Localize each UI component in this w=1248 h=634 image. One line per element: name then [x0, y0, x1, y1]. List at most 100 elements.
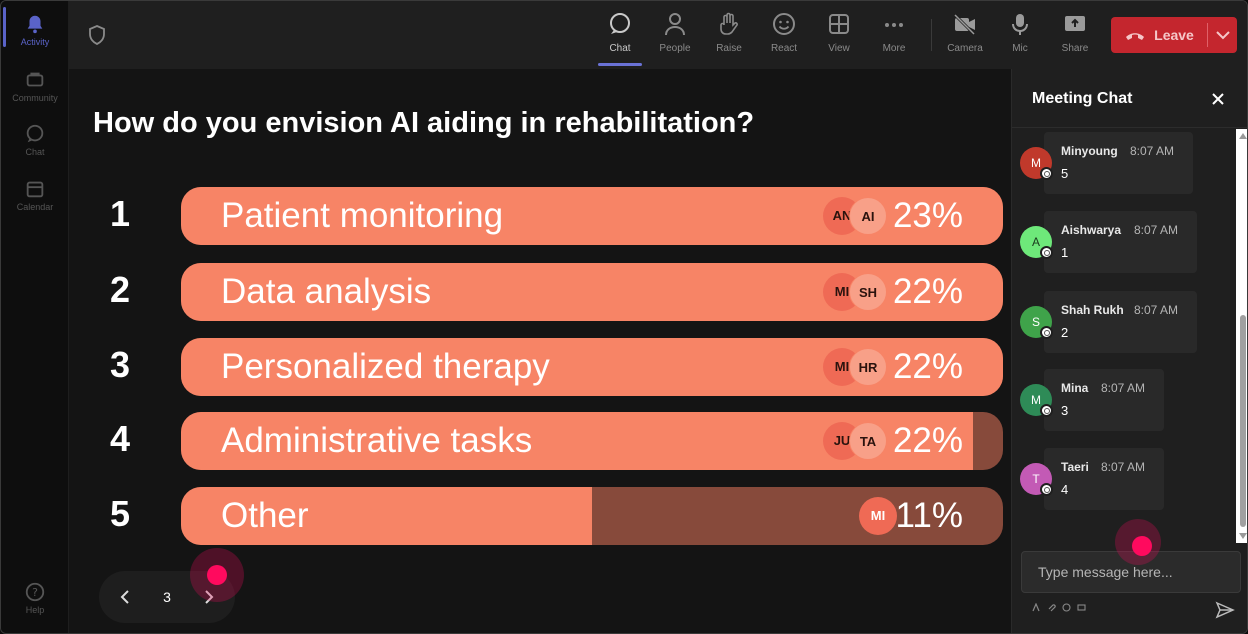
toolbar-camera-button[interactable]: Camera	[938, 11, 992, 54]
message-bubble: Shah Rukh 8:07 AM 2	[1044, 291, 1197, 353]
toolbar-react-button[interactable]: React	[757, 11, 811, 54]
rail-label: Activity	[20, 37, 50, 47]
leave-label: Leave	[1154, 27, 1194, 43]
gif-icon[interactable]	[1077, 603, 1086, 612]
message-text: 2	[1061, 325, 1069, 340]
option-number: 5	[109, 493, 131, 534]
presence-status-icon	[1040, 404, 1053, 417]
message-text: 4	[1061, 482, 1069, 497]
option-number: 3	[109, 344, 131, 385]
option-label: Personalized therapy	[221, 347, 550, 386]
avatar-initial: M	[1031, 156, 1041, 170]
toolbar-view-button[interactable]: View	[812, 11, 866, 54]
camera-off-icon	[953, 13, 976, 36]
presence-status-icon	[1040, 167, 1053, 180]
format-icon[interactable]	[1032, 603, 1041, 612]
chevron-right-icon[interactable]	[199, 587, 219, 607]
avatar[interactable]: M	[1020, 384, 1053, 417]
message-input[interactable]	[1022, 552, 1240, 592]
mic-icon	[1012, 14, 1028, 35]
sender-name: Taeri	[1061, 460, 1089, 474]
rail-label: Help	[25, 605, 45, 615]
close-icon[interactable]	[1208, 89, 1228, 109]
toolbar-share-button[interactable]: Share	[1048, 11, 1102, 54]
message-time: 8:07 AM	[1101, 460, 1146, 474]
avatar-initial: M	[1031, 393, 1041, 407]
voter-avatar: MI	[859, 497, 897, 535]
chat-messages[interactable]: Minyoung 8:07 AM 5 M Aishwarya 8:07 AM 1 A Shah …	[1012, 128, 1236, 543]
toolbar-divider	[931, 19, 932, 51]
poll-option-bar[interactable]: Data analysis 22% MI SH	[181, 263, 1003, 321]
sender-name: Shah Rukh	[1061, 303, 1124, 317]
rail-item-help[interactable]: ? Help	[1, 575, 69, 625]
message-time: 8:07 AM	[1134, 223, 1179, 237]
cursor-highlight	[190, 548, 244, 602]
chat-title: Meeting Chat	[1032, 90, 1133, 107]
chat-icon	[26, 124, 44, 143]
chevron-down-icon[interactable]	[1209, 17, 1237, 53]
meeting-chat-panel: Meeting Chat Minyoung 8:07 AM 5 M Aishwarya 8…	[1011, 69, 1247, 633]
toolbar-chat-button[interactable]: Chat	[593, 11, 647, 54]
option-percent: 11%	[895, 496, 963, 535]
presence-status-icon	[1040, 246, 1053, 259]
scroll-down-arrow[interactable]	[1239, 533, 1247, 539]
chat-message[interactable]: Minyoung 8:07 AM 5 M	[1012, 132, 1236, 196]
community-icon	[26, 72, 44, 87]
poll-option-bar[interactable]: Other 11% MI	[181, 487, 1003, 545]
rail-label: Chat	[25, 147, 45, 157]
toolbar-raise-button[interactable]: Raise	[702, 11, 756, 54]
help-icon: ?	[25, 582, 45, 602]
poll-option-bar[interactable]: Personalized therapy 22% MI HR	[181, 338, 1003, 396]
scroll-up-arrow[interactable]	[1239, 133, 1247, 139]
toolbar-more-button[interactable]: More	[867, 11, 921, 54]
message-text: 3	[1061, 403, 1069, 418]
avatar-initial: S	[1031, 315, 1040, 329]
bar-fill	[181, 487, 592, 545]
message-text: 5	[1061, 166, 1069, 181]
chat-message[interactable]: Aishwarya 8:07 AM 1 A	[1012, 211, 1236, 275]
rail-item-activity[interactable]: Activity	[1, 7, 69, 57]
format-toolbar	[1032, 603, 1086, 617]
voter-avatar: SH	[849, 273, 887, 311]
sender-name: Mina	[1061, 381, 1089, 395]
rail-active-indicator	[3, 7, 6, 47]
message-bubble: Minyoung 8:07 AM 5	[1044, 132, 1193, 194]
toolbar-label: Mic	[1012, 43, 1028, 54]
toolbar-mic-button[interactable]: Mic	[993, 11, 1047, 54]
app-rail: Activity Community Chat Calendar ? Help	[1, 1, 69, 633]
view-icon	[829, 14, 849, 34]
send-icon[interactable]	[1215, 600, 1235, 620]
message-time: 8:07 AM	[1134, 303, 1179, 317]
rail-item-chat[interactable]: Chat	[1, 117, 69, 167]
avatar[interactable]: S	[1020, 306, 1053, 339]
message-time: 8:07 AM	[1101, 381, 1146, 395]
avatar[interactable]: T	[1020, 463, 1053, 496]
chat-message[interactable]: Shah Rukh 8:07 AM 2 S	[1012, 291, 1236, 355]
chat-message[interactable]: Mina 8:07 AM 3 M	[1012, 369, 1236, 433]
chat-message[interactable]: Taeri 8:07 AM 4 T	[1012, 448, 1236, 512]
leave-button[interactable]: Leave	[1111, 17, 1207, 53]
rail-item-community[interactable]: Community	[1, 63, 69, 113]
bell-icon	[27, 15, 43, 34]
avatar[interactable]: M	[1020, 147, 1053, 180]
poll-question: How do you envision AI aiding in rehabil…	[93, 107, 755, 139]
message-time: 8:07 AM	[1130, 144, 1175, 158]
attach-icon[interactable]	[1047, 603, 1056, 612]
shield-icon[interactable]	[88, 25, 106, 45]
poll-option-bar[interactable]: Administrative tasks 22% JU TA	[181, 412, 1003, 470]
presence-status-icon	[1040, 483, 1053, 496]
message-bubble: Taeri 8:07 AM 4	[1044, 448, 1164, 510]
avatar[interactable]: A	[1020, 226, 1053, 259]
poll-option-bar[interactable]: Patient monitoring 23% AN AI	[181, 187, 1003, 245]
toolbar-people-button[interactable]: People	[648, 11, 702, 54]
option-number: 2	[109, 269, 131, 310]
rail-item-calendar[interactable]: Calendar	[1, 172, 69, 222]
scroll-thumb[interactable]	[1240, 315, 1246, 527]
emoji-icon[interactable]	[1062, 603, 1071, 612]
toolbar-label: More	[882, 43, 906, 54]
sender-name: Aishwarya	[1061, 223, 1122, 237]
chevron-left-icon[interactable]	[115, 587, 135, 607]
chat-scrollbar[interactable]	[1236, 129, 1247, 543]
raise-hand-icon	[720, 12, 738, 35]
